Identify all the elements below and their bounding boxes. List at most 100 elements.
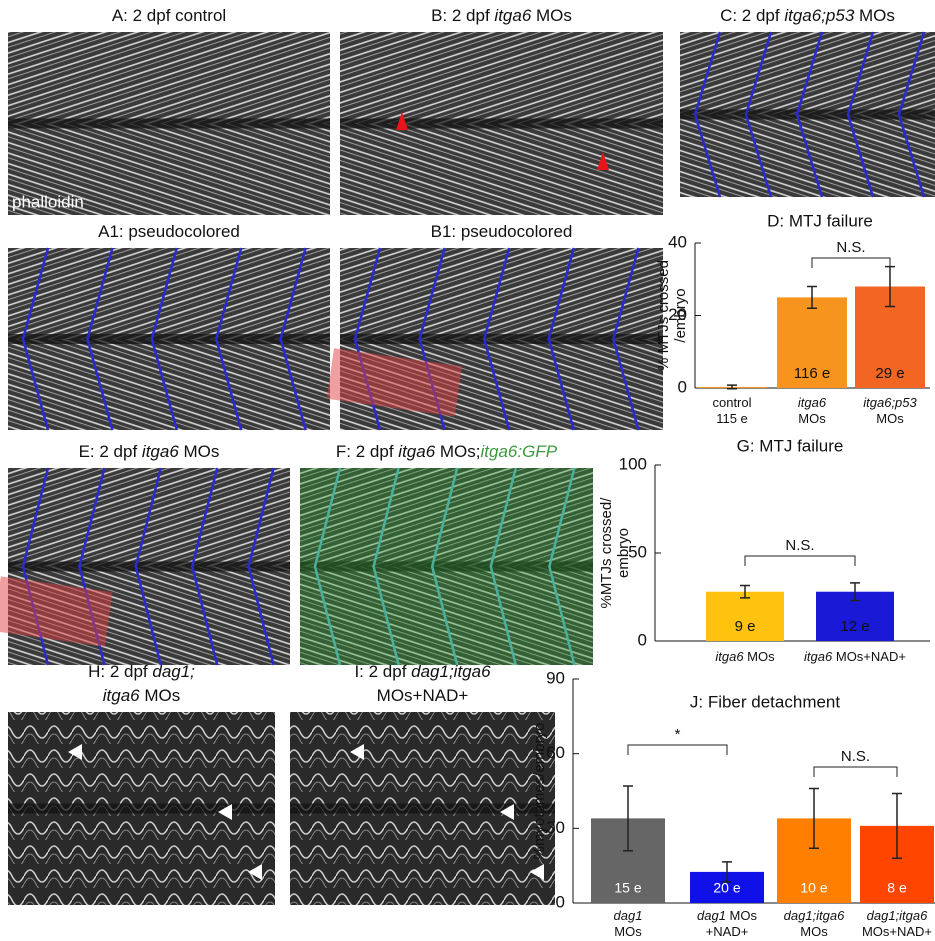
midline bbox=[8, 803, 275, 814]
micrograph bbox=[326, 247, 663, 431]
y-tick-label: 20 bbox=[668, 305, 687, 324]
y-axis-label-line: %MTJs crossed/ bbox=[598, 497, 615, 609]
y-tick-label: 100 bbox=[619, 454, 647, 473]
significance-label: N.S. bbox=[785, 537, 814, 554]
text-segment: itga6 bbox=[142, 442, 179, 461]
text-segment: B1: pseudocolored bbox=[431, 222, 573, 241]
y-axis-label: %myotomes/embryo bbox=[531, 723, 548, 860]
myotome-boundary bbox=[372, 467, 400, 666]
text-segment: dag1;itga6 bbox=[784, 908, 845, 923]
sample-size: 29 e bbox=[875, 365, 904, 382]
text-segment: itga6 bbox=[804, 649, 833, 664]
text-segment: MOs+NAD+ bbox=[377, 686, 469, 705]
arrow bbox=[396, 112, 408, 130]
text-segment: MOs bbox=[800, 924, 828, 939]
midline bbox=[8, 561, 290, 572]
text-segment: dag1 bbox=[614, 908, 643, 923]
text-segment: A: 2 dpf control bbox=[112, 6, 226, 25]
text-line: MOs bbox=[876, 411, 904, 426]
error-bar bbox=[892, 792, 902, 859]
text-line: itga6 MOs+NAD+ bbox=[804, 649, 906, 664]
image-upper bbox=[8, 712, 275, 809]
midline bbox=[290, 803, 555, 814]
text-line: A1: pseudocolored bbox=[98, 222, 240, 241]
micrograph bbox=[0, 467, 290, 666]
text-segment: C: 2 dpf bbox=[720, 6, 784, 25]
y-tick-label: 50 bbox=[628, 542, 647, 561]
myotome-boundary bbox=[489, 467, 518, 666]
gfp-tint bbox=[300, 468, 593, 665]
image-upper bbox=[8, 32, 330, 124]
detached-fiber bbox=[0, 576, 113, 647]
text-segment: MOs bbox=[614, 924, 642, 939]
myotome-boundary bbox=[134, 467, 163, 666]
text-segment: +NAD+ bbox=[706, 924, 749, 939]
text-segment: MOs bbox=[798, 411, 826, 426]
text-segment: MOs bbox=[726, 908, 758, 923]
text-line: MOs+NAD+ bbox=[862, 924, 932, 939]
significance-label: N.S. bbox=[836, 239, 865, 256]
micrograph bbox=[340, 32, 663, 215]
y-tick-label: 60 bbox=[546, 743, 565, 762]
arrowhead bbox=[218, 804, 232, 820]
myotome-boundary bbox=[795, 31, 824, 198]
text-segment: itga6;p53 bbox=[863, 395, 917, 410]
text-line: dag1 MOs bbox=[697, 908, 757, 923]
text-line: +NAD+ bbox=[706, 924, 749, 939]
bar bbox=[706, 591, 784, 641]
text-segment: B: 2 dpf bbox=[431, 6, 494, 25]
text-segment: MOs bbox=[854, 6, 895, 25]
text-segment: itga6 bbox=[798, 395, 827, 410]
text-line: B1: pseudocolored bbox=[431, 222, 573, 241]
text-line: H: 2 dpf dag1; bbox=[88, 662, 195, 681]
sample-size: 15 e bbox=[614, 880, 641, 896]
arrowhead bbox=[68, 744, 82, 760]
text-segment: MOs+NAD+ bbox=[832, 649, 906, 664]
text-segment: MOs; bbox=[435, 442, 480, 461]
micrograph bbox=[290, 712, 555, 905]
y-tick-label: 0 bbox=[556, 892, 565, 911]
text-line: 115 e bbox=[716, 411, 748, 426]
text-segment: H: 2 dpf bbox=[88, 662, 152, 681]
myotome-boundary bbox=[846, 31, 875, 198]
myotome-boundary bbox=[547, 247, 576, 431]
error-bar bbox=[807, 285, 817, 309]
text-segment: A1: pseudocolored bbox=[98, 222, 240, 241]
myotome-boundary bbox=[21, 247, 50, 431]
text-segment: MOs bbox=[744, 649, 776, 664]
overlay-label: phalloidin bbox=[12, 192, 84, 211]
text-segment: MOs bbox=[140, 686, 181, 705]
myotome-boundary bbox=[214, 247, 243, 431]
text-segment: I: 2 dpf bbox=[354, 662, 411, 681]
text-segment: itga6 bbox=[494, 6, 531, 25]
image-upper bbox=[300, 468, 593, 567]
text-line: C: 2 dpf itga6;p53 MOs bbox=[720, 6, 895, 25]
text-segment: itga6;p53 bbox=[784, 6, 854, 25]
text-line: F: 2 dpf itga6 MOs;itga6:GFP bbox=[336, 442, 558, 461]
error-bar bbox=[850, 582, 860, 602]
text-segment: MOs bbox=[876, 411, 904, 426]
detached-fiber bbox=[326, 348, 462, 417]
y-tick-label: 0 bbox=[678, 377, 687, 396]
myotome-boundary bbox=[693, 31, 722, 198]
y-axis-label-line: % MTJs crossed bbox=[655, 260, 672, 371]
text-line: I: 2 dpf dag1;itga6 bbox=[354, 662, 491, 681]
image-lower bbox=[680, 114, 935, 197]
myotome-boundary bbox=[86, 247, 114, 431]
image-lower bbox=[290, 808, 555, 905]
arrowhead bbox=[248, 864, 262, 880]
chart-title: G: MTJ failure bbox=[737, 436, 844, 455]
significance-label: N.S. bbox=[841, 748, 870, 765]
text-line: itga6 bbox=[798, 395, 827, 410]
image-lower bbox=[340, 123, 663, 215]
text-segment: dag1; bbox=[152, 662, 195, 681]
text-line: MOs bbox=[798, 411, 826, 426]
text-line: MOs+NAD+ bbox=[377, 686, 469, 705]
myotome-boundary bbox=[548, 467, 576, 666]
error-bar bbox=[809, 787, 819, 849]
sample-size: 8 e bbox=[887, 880, 907, 896]
myotome-boundary bbox=[612, 247, 640, 431]
arrowhead bbox=[500, 804, 514, 820]
myotome-boundary bbox=[247, 467, 275, 666]
micrograph bbox=[300, 467, 593, 666]
